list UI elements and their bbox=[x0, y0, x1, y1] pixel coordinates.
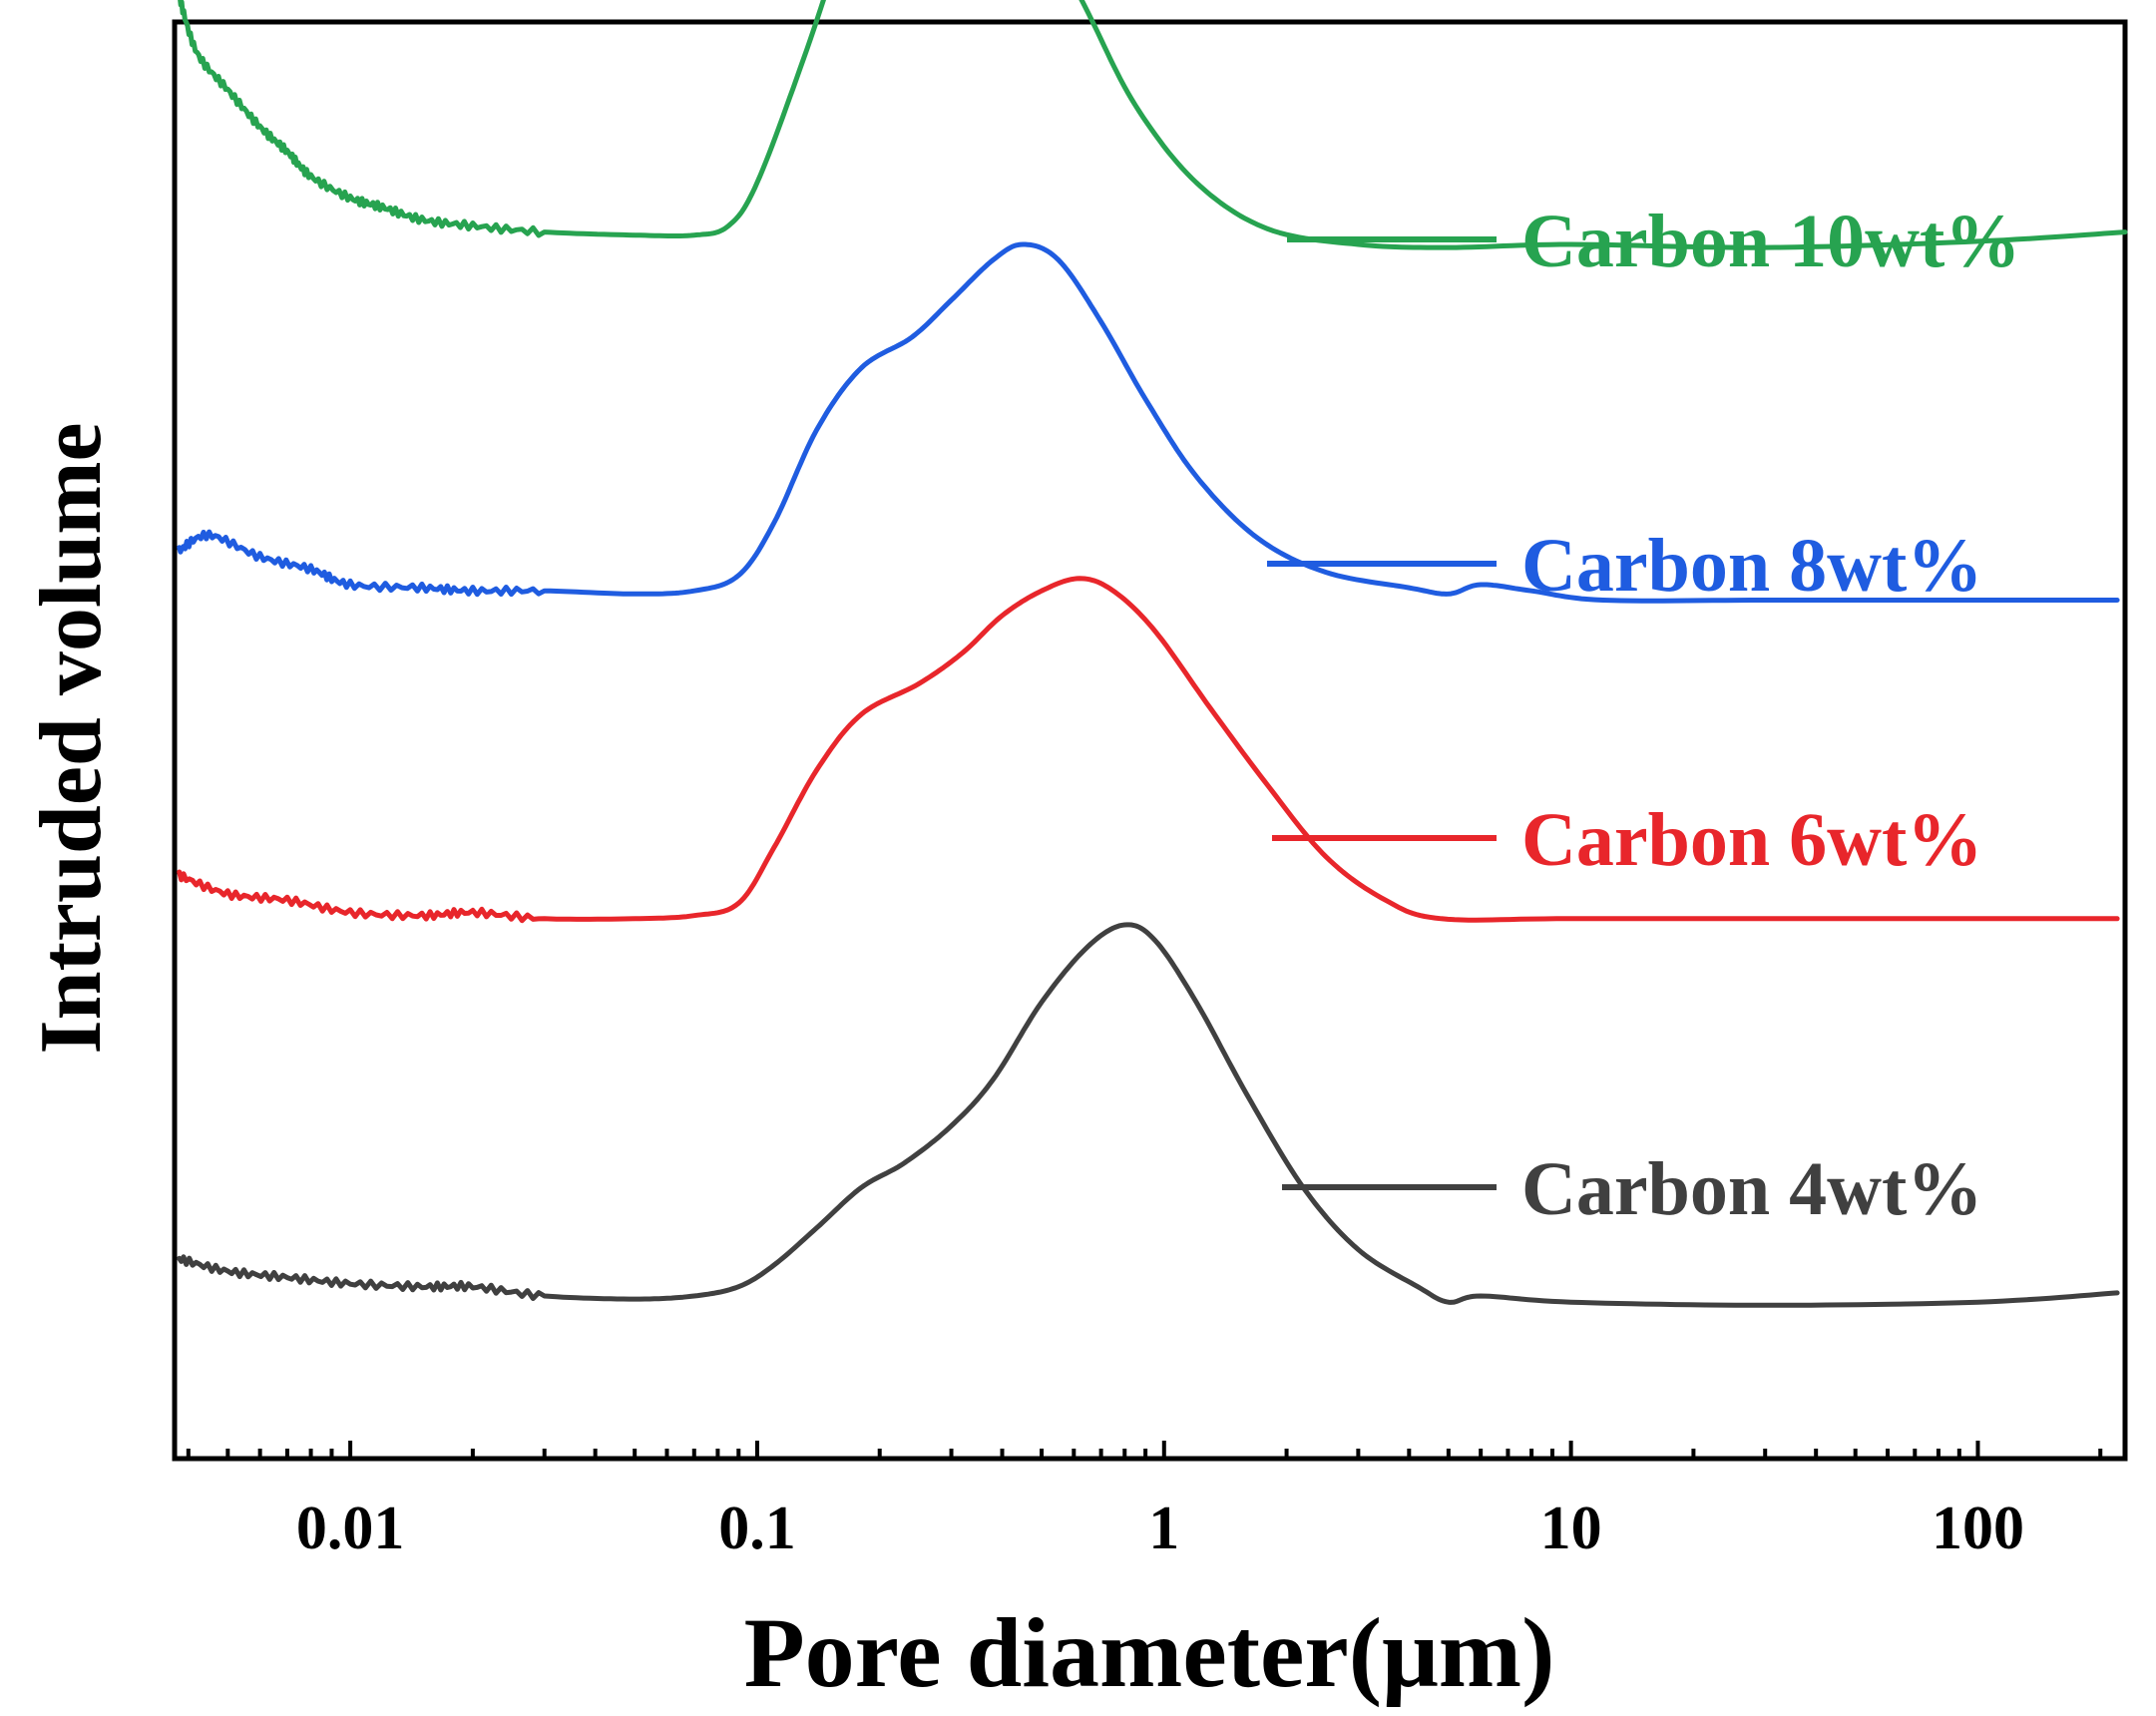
x-tick-label: 100 bbox=[1932, 1495, 2024, 1562]
series-line-carbon-8wt- bbox=[177, 241, 2120, 604]
x-axis-ticks: 0.01 0.1 1 10 100 bbox=[186, 1441, 2103, 1562]
series-line-carbon-4wt- bbox=[177, 922, 2120, 1308]
legend-label: Carbon 10wt% bbox=[1521, 200, 2020, 283]
series-line-carbon-6wt- bbox=[177, 576, 2120, 924]
legend-label: Carbon 8wt% bbox=[1521, 524, 1982, 608]
y-axis-title: Intruded volume bbox=[23, 422, 120, 1054]
x-tick-label: 1 bbox=[1148, 1495, 1179, 1562]
legend: Carbon 10wt% Carbon 8wt% Carbon 6wt% Carbon… bbox=[1267, 200, 2020, 1231]
legend-label: Carbon 4wt% bbox=[1521, 1147, 1982, 1231]
series-group bbox=[177, 0, 2128, 1308]
x-tick-label: 10 bbox=[1540, 1495, 1602, 1562]
x-tick-label: 0.1 bbox=[718, 1495, 796, 1562]
plot-frame bbox=[172, 19, 2128, 1462]
x-tick-label: 0.01 bbox=[296, 1495, 405, 1562]
series-line-carbon-10wt- bbox=[178, 0, 2128, 250]
legend-label: Carbon 6wt% bbox=[1521, 798, 1982, 882]
x-axis-title: Pore diameter(μm) bbox=[744, 1597, 1555, 1708]
